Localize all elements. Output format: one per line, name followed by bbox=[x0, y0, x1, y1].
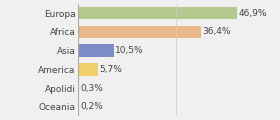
Bar bbox=[78, 7, 237, 19]
Text: 46,9%: 46,9% bbox=[238, 9, 267, 18]
Text: 0,2%: 0,2% bbox=[80, 102, 103, 111]
Bar bbox=[78, 45, 114, 57]
Text: 36,4%: 36,4% bbox=[203, 27, 231, 36]
Text: 0,3%: 0,3% bbox=[81, 84, 104, 93]
Bar bbox=[78, 63, 98, 75]
Text: 10,5%: 10,5% bbox=[115, 46, 144, 55]
Text: 5,7%: 5,7% bbox=[99, 65, 122, 74]
Bar bbox=[78, 101, 79, 113]
Bar bbox=[78, 82, 80, 94]
Bar bbox=[78, 26, 201, 38]
